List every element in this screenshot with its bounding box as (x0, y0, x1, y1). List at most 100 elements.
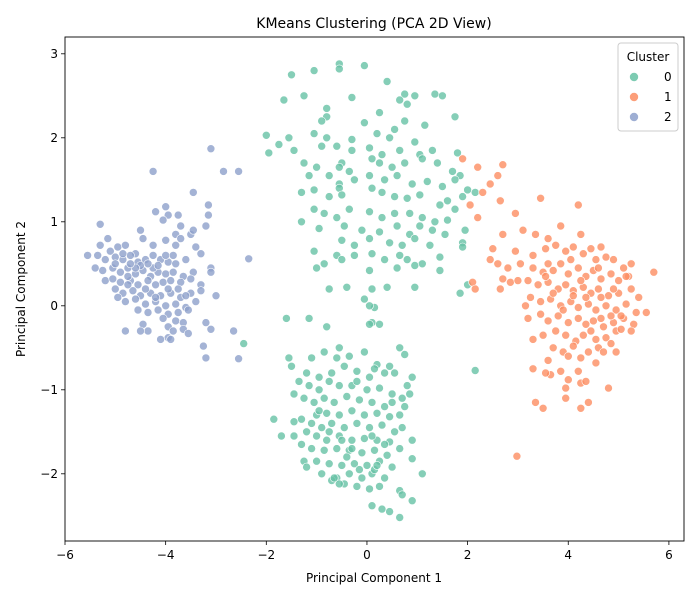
data-point (186, 274, 196, 284)
data-point (601, 301, 611, 311)
data-point (458, 192, 467, 201)
data-point (485, 255, 495, 264)
data-point (161, 236, 170, 245)
data-point (168, 326, 178, 336)
data-point (428, 146, 437, 155)
data-point (568, 242, 578, 252)
data-point (274, 140, 284, 149)
data-point (143, 308, 153, 317)
data-point (111, 259, 120, 269)
data-point (365, 143, 374, 153)
data-point (365, 301, 374, 311)
data-point (219, 167, 228, 176)
data-point (551, 241, 561, 250)
data-point (377, 150, 387, 159)
data-point (319, 445, 329, 455)
data-point (536, 309, 545, 319)
data-point (337, 236, 347, 245)
legend-entry-label: 0 (664, 70, 672, 84)
data-point (284, 133, 294, 143)
data-point (548, 288, 558, 298)
data-point (118, 249, 128, 258)
data-point (581, 377, 591, 386)
data-point (309, 398, 319, 407)
data-point (385, 412, 394, 422)
data-point (405, 389, 415, 399)
data-point (561, 330, 571, 340)
data-point (528, 251, 538, 260)
data-point (121, 297, 130, 306)
data-point (229, 326, 238, 336)
data-point (347, 406, 357, 416)
data-point (392, 171, 402, 180)
data-point (513, 276, 523, 285)
data-point (463, 185, 472, 195)
data-point (470, 366, 480, 375)
data-point (304, 171, 314, 180)
data-point (344, 167, 354, 176)
data-point (606, 339, 616, 348)
data-point (319, 259, 329, 269)
data-point (375, 319, 384, 329)
data-point (397, 423, 407, 432)
data-point (395, 444, 405, 453)
data-point (307, 419, 316, 428)
data-point (392, 221, 402, 231)
y-axis-label: Principal Component 2 (14, 221, 28, 357)
data-point (390, 209, 399, 218)
data-point (594, 263, 603, 273)
data-point (360, 61, 369, 70)
data-point (360, 347, 369, 357)
data-point (106, 246, 115, 256)
data-point (141, 284, 150, 294)
data-point (314, 385, 324, 395)
data-point (324, 377, 334, 386)
data-point (566, 255, 576, 264)
data-point (360, 410, 369, 420)
data-point (609, 255, 618, 264)
data-point (599, 322, 608, 332)
data-point (334, 381, 344, 390)
y-tick-label: −1 (40, 383, 58, 397)
legend-frame (617, 42, 679, 132)
data-point (400, 158, 410, 168)
data-point (191, 242, 201, 252)
data-point (488, 244, 498, 253)
legend-entry-label: 1 (664, 90, 672, 104)
x-tick-label: −6 (56, 548, 74, 562)
data-point (171, 259, 180, 269)
data-point (422, 177, 432, 186)
data-point (533, 280, 543, 290)
data-point (417, 213, 427, 222)
data-point (148, 167, 158, 176)
data-point (536, 297, 545, 306)
data-point (561, 393, 571, 403)
data-point (541, 272, 550, 281)
data-point (201, 353, 211, 363)
data-point (417, 154, 427, 164)
data-point (350, 241, 359, 250)
data-point (523, 314, 533, 323)
data-point (428, 225, 437, 235)
data-point (518, 225, 528, 235)
data-point (375, 158, 384, 168)
data-point (375, 227, 384, 237)
data-point (173, 284, 183, 294)
data-point (116, 267, 125, 277)
y-axis-ticks: −2 −1 0 1 2 3 (40, 47, 65, 481)
legend-marker (629, 72, 639, 82)
data-point (307, 353, 316, 363)
x-tick-label: −2 (257, 548, 275, 562)
data-point (297, 188, 306, 197)
x-tick-label: 2 (464, 548, 472, 562)
data-point (626, 326, 636, 336)
data-point (302, 462, 311, 472)
data-point (151, 207, 160, 216)
data-point (334, 64, 344, 74)
data-point (173, 308, 183, 317)
data-point (458, 154, 467, 164)
data-point (239, 339, 248, 348)
data-point (319, 347, 329, 357)
data-point (573, 314, 583, 323)
x-tick-label: −4 (157, 548, 175, 562)
